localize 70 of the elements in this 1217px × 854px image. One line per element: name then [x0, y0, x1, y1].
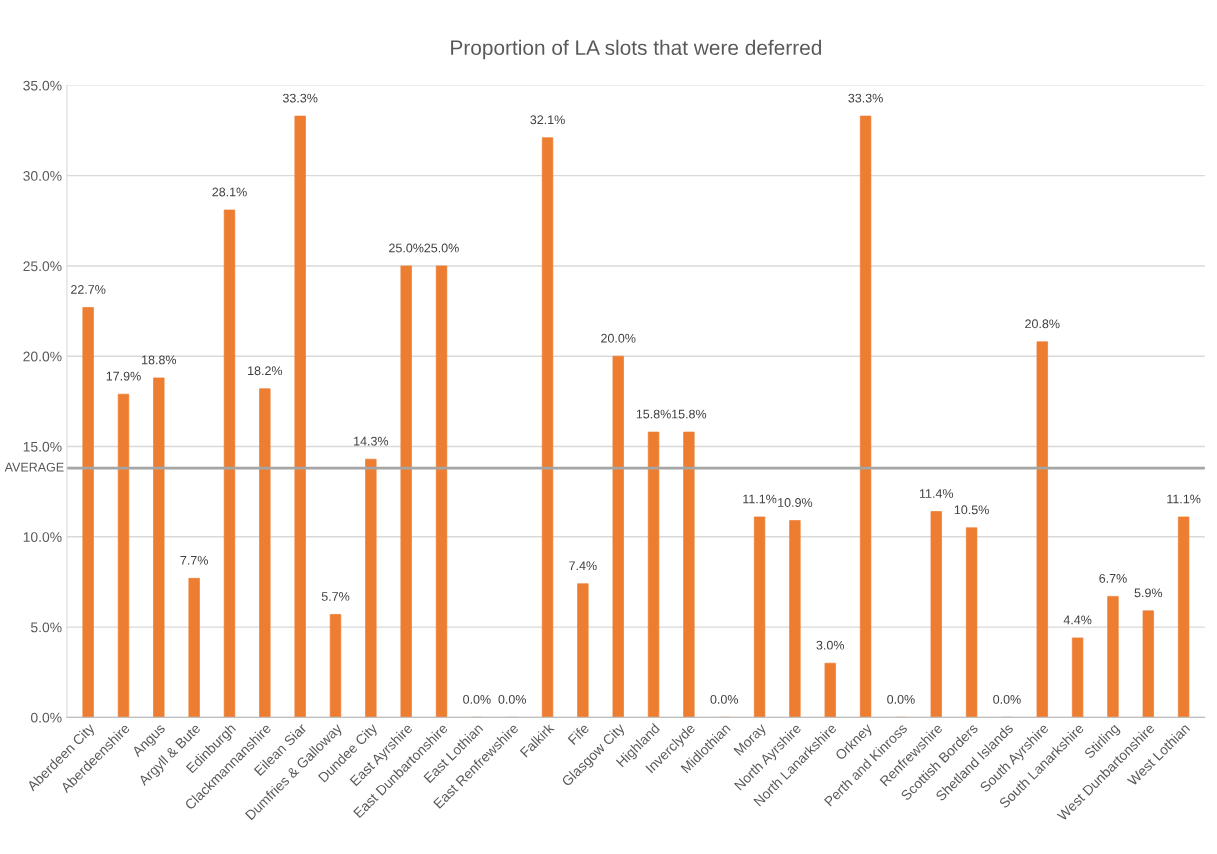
y-tick-label: 20.0%: [23, 351, 62, 362]
bar: [153, 377, 165, 718]
data-label: 25.0%: [389, 243, 424, 253]
bar: [435, 265, 448, 718]
bar: [294, 115, 306, 718]
y-tick-label: 25.0%: [23, 261, 62, 272]
bar: [1036, 341, 1048, 718]
bar: [859, 115, 872, 718]
data-label: 20.0%: [601, 333, 636, 343]
bar: [965, 527, 978, 718]
y-tick-label: 10.0%: [23, 532, 62, 542]
x-tick-label: Fife: [567, 722, 590, 745]
data-label: 3.0%: [816, 640, 845, 650]
bar: [329, 614, 342, 718]
ref-line-label: AVERAGE: [4, 462, 64, 472]
bar: [824, 662, 836, 718]
data-label: 18.8%: [142, 355, 177, 365]
bar: [789, 520, 801, 718]
y-tick-label: 30.0%: [23, 171, 62, 181]
data-label: 25.0%: [424, 243, 459, 253]
data-label: 32.1%: [530, 115, 565, 125]
bar: [930, 511, 942, 718]
bar: [188, 577, 200, 718]
bar: [223, 209, 236, 718]
bar: [259, 388, 271, 718]
data-label: 15.8%: [672, 409, 707, 419]
data-label: 0.0%: [498, 694, 526, 704]
bar: [612, 355, 624, 718]
y-tick-label: 5.0%: [30, 622, 62, 633]
bar: [647, 431, 660, 718]
data-label: 5.9%: [1134, 588, 1163, 598]
data-label: 4.4%: [1063, 615, 1092, 625]
y-tick-label: 0.0%: [30, 712, 62, 723]
bar: [683, 431, 695, 718]
chart-title: Proportion of LA slots that were deferred: [451, 39, 821, 60]
data-label: 11.1%: [1167, 494, 1201, 504]
data-label: 15.8%: [636, 409, 671, 419]
data-label: 7.7%: [180, 555, 208, 565]
data-label: 33.3%: [282, 93, 318, 103]
data-label: 10.9%: [778, 498, 813, 507]
data-label: 6.7%: [1099, 573, 1127, 583]
bar: [82, 307, 94, 718]
data-label: 18.2%: [248, 366, 283, 376]
bar: [1177, 516, 1190, 718]
data-label: 28.1%: [212, 187, 247, 197]
data-label: 17.9%: [106, 371, 141, 381]
bar: [365, 458, 377, 718]
bar: [1142, 610, 1154, 718]
data-label: 0.0%: [710, 694, 739, 704]
data-label: 5.7%: [321, 592, 350, 601]
bar: [1107, 596, 1119, 718]
data-label: 0.0%: [463, 694, 491, 704]
data-label: 7.4%: [569, 561, 597, 571]
data-label: 22.7%: [71, 285, 106, 294]
data-label: 14.3%: [354, 436, 389, 446]
data-label: 20.8%: [1025, 319, 1060, 329]
data-label: 10.5%: [954, 505, 989, 515]
bar: [577, 583, 589, 718]
data-label: 11.1%: [743, 494, 777, 504]
bar: [400, 265, 412, 718]
data-label: 11.4%: [919, 489, 954, 498]
data-label: 0.0%: [887, 694, 915, 704]
y-tick-label: 15.0%: [23, 441, 62, 452]
data-label: 0.0%: [993, 694, 1021, 704]
data-label: 33.3%: [848, 93, 883, 103]
y-tick-label: 35.0%: [23, 80, 62, 91]
bar: [117, 393, 130, 718]
bar: [753, 516, 766, 718]
bar: [1071, 637, 1084, 718]
bar: [541, 137, 554, 718]
